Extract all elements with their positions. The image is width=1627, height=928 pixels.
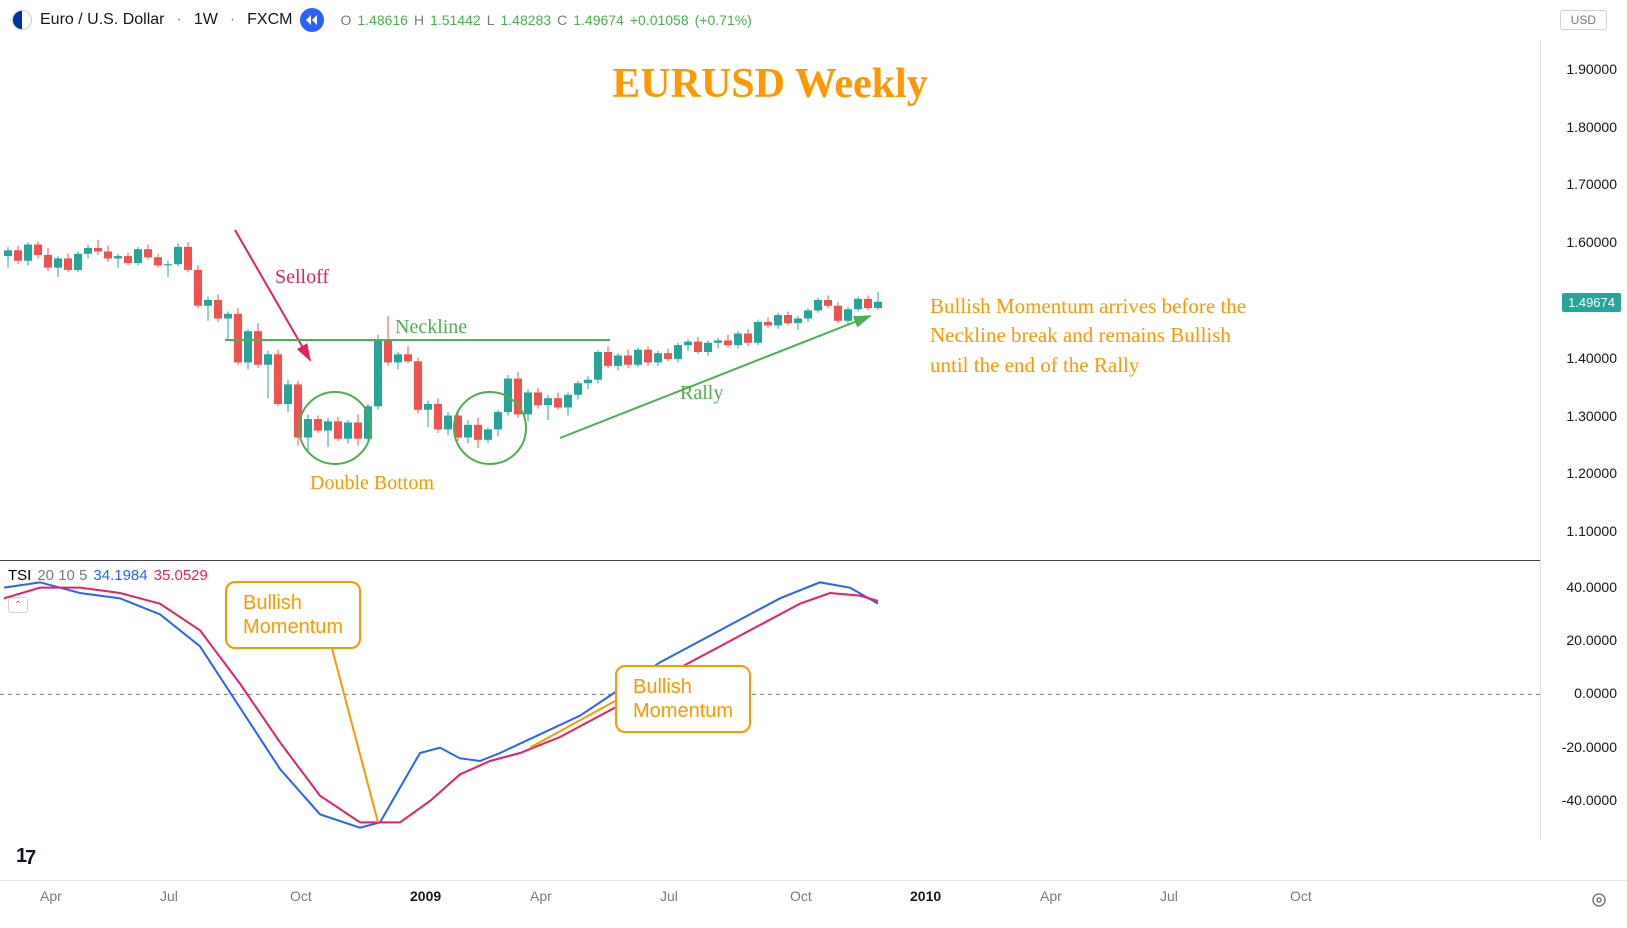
bullish-momentum-callout-2: Bullish Momentum <box>615 665 751 733</box>
indicator-axis-label: -40.0000 <box>1562 792 1617 808</box>
indicator-name[interactable]: TSI <box>8 567 31 584</box>
symbol-flag-icon <box>12 10 32 30</box>
indicator-value-2: 35.0529 <box>154 567 208 584</box>
time-axis-label: Oct <box>790 888 812 904</box>
ohlc-o: 1.48616 <box>357 12 408 28</box>
separator: · <box>230 11 235 29</box>
indicator-axis[interactable]: 40.0000 20.0000 0.0000 -20.0000 -40.0000 <box>1540 560 1627 840</box>
replay-button-icon[interactable] <box>300 8 324 32</box>
price-axis-label: 1.10000 <box>1566 523 1617 539</box>
time-axis-label: Jul <box>160 888 178 904</box>
time-axis-label: Apr <box>530 888 552 904</box>
collapse-button-icon[interactable]: ⌃ <box>8 597 28 613</box>
ohlc-h: 1.51442 <box>430 12 481 28</box>
currency-badge[interactable]: USD <box>1560 10 1607 30</box>
exchange: FXCM <box>247 11 292 29</box>
indicator-value-1: 34.1984 <box>93 567 147 584</box>
price-axis-label: 1.20000 <box>1566 465 1617 481</box>
bullish-momentum-callout-1: Bullish Momentum <box>225 581 361 649</box>
chart-title: EURUSD Weekly <box>612 60 927 108</box>
ohlc-o-label: O <box>340 12 351 28</box>
symbol-name[interactable]: Euro / U.S. Dollar <box>40 11 164 29</box>
indicator-axis-label: 40.0000 <box>1566 579 1617 595</box>
price-axis-label: 1.80000 <box>1566 119 1617 135</box>
price-axis[interactable]: 1.900001.800001.700001.600001.500001.400… <box>1540 40 1627 560</box>
indicator-params: 20 10 5 <box>37 567 87 584</box>
chart-header: Euro / U.S. Dollar · 1W · FXCM O 1.48616 … <box>0 0 1627 40</box>
price-axis-label: 1.30000 <box>1566 408 1617 424</box>
time-axis-label: 2009 <box>410 888 441 904</box>
time-axis-label: Jul <box>660 888 678 904</box>
interval[interactable]: 1W <box>194 11 218 29</box>
ohlc-change: +0.01058 <box>630 12 689 28</box>
time-axis-label: Jul <box>1160 888 1178 904</box>
price-axis-label: 1.60000 <box>1566 234 1617 250</box>
indicator-header: TSI 20 10 5 34.1984 35.0529 <box>8 567 208 584</box>
indicator-axis-label: -20.0000 <box>1562 739 1617 755</box>
price-axis-label: 1.40000 <box>1566 350 1617 366</box>
ohlc-l: 1.48283 <box>501 12 552 28</box>
ohlc-change-pct: (+0.71%) <box>695 12 752 28</box>
time-axis-label: 2010 <box>910 888 941 904</box>
selloff-label: Selloff <box>275 266 329 289</box>
time-axis-label: Oct <box>290 888 312 904</box>
tsi-indicator-panel[interactable]: TSI 20 10 5 34.1984 35.0529 ⌃ Bullish Mo… <box>0 560 1540 840</box>
ohlc-l-label: L <box>487 12 495 28</box>
ohlc-c: 1.49674 <box>573 12 624 28</box>
main-price-chart[interactable]: EURUSD Weekly Selloff Neckline Rally Dou… <box>0 40 1540 560</box>
ohlc-c-label: C <box>557 12 567 28</box>
time-axis-label: Apr <box>40 888 62 904</box>
ohlc-display: O 1.48616 H 1.51442 L 1.48283 C 1.49674 +0.0… <box>340 12 751 28</box>
tradingview-logo-icon: 17 <box>16 845 34 868</box>
double-bottom-label: Double Bottom <box>310 472 434 495</box>
neckline-label: Neckline <box>395 316 467 339</box>
ohlc-h-label: H <box>414 12 424 28</box>
current-price-badge: 1.49674 <box>1562 293 1621 312</box>
time-axis[interactable]: Apr Jul Oct 2009 Apr Jul Oct 2010 Apr Jul Oct <box>0 880 1627 928</box>
price-axis-label: 1.90000 <box>1566 61 1617 77</box>
indicator-axis-label: 20.0000 <box>1566 632 1617 648</box>
settings-gear-icon[interactable] <box>1591 892 1607 908</box>
rally-label: Rally <box>680 382 723 405</box>
separator: · <box>176 11 181 29</box>
time-axis-label: Oct <box>1290 888 1312 904</box>
price-axis-label: 1.70000 <box>1566 176 1617 192</box>
bullish-momentum-text: Bullish Momentum arrives before the Neck… <box>930 292 1270 380</box>
time-axis-label: Apr <box>1040 888 1062 904</box>
indicator-axis-label: 0.0000 <box>1574 685 1617 701</box>
